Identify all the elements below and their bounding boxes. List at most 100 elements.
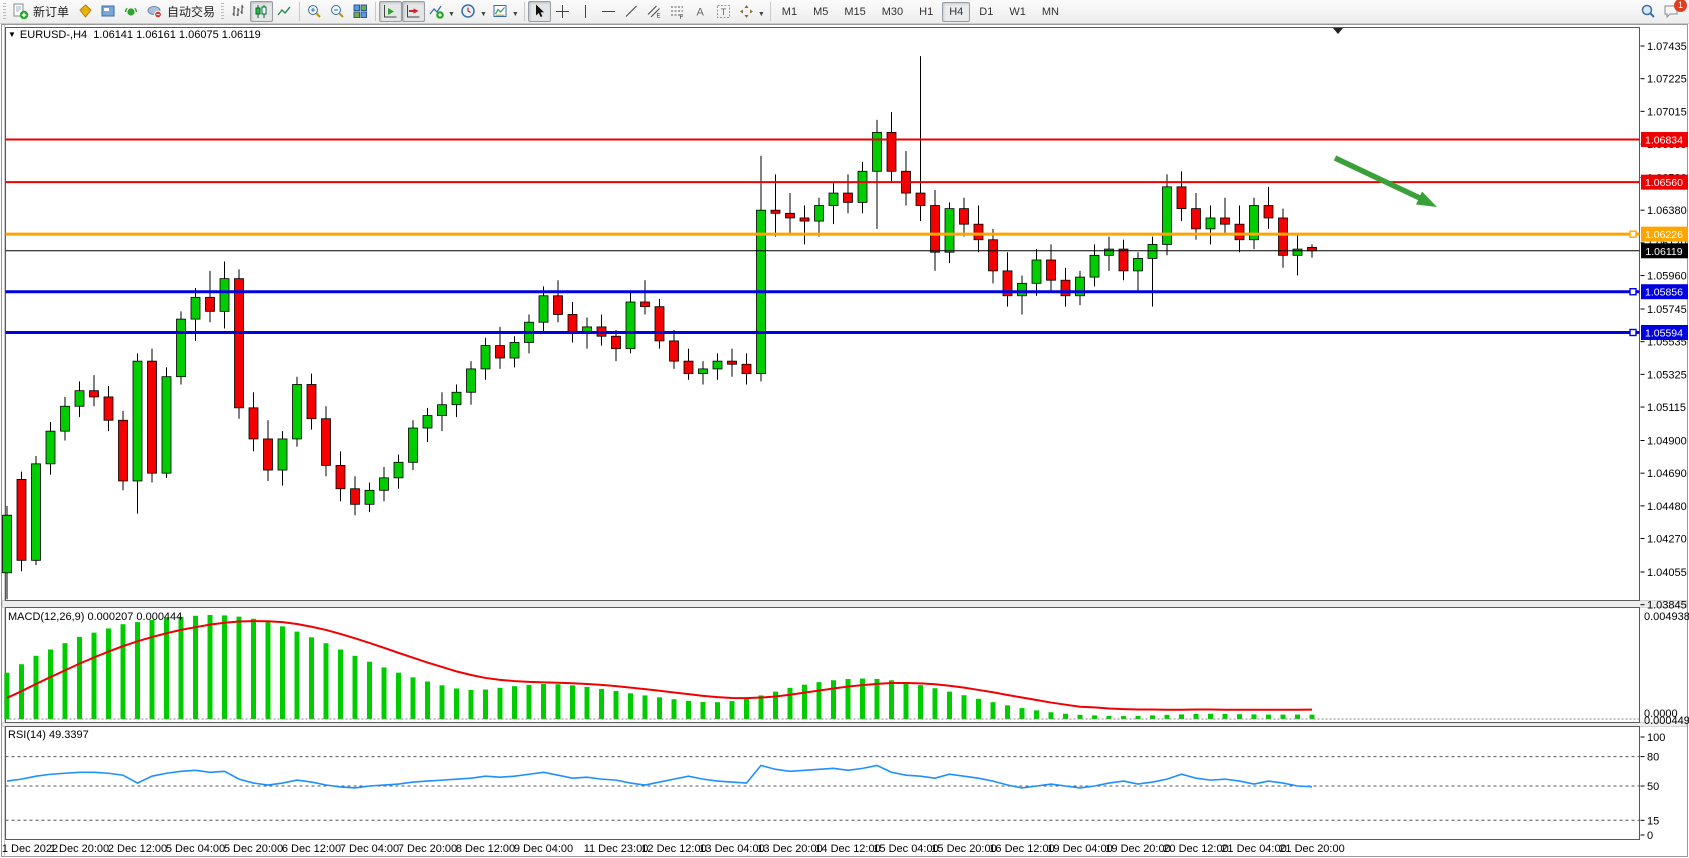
- toolbar-right: 1: [1637, 0, 1687, 22]
- horizontal-line-tool-button[interactable]: [597, 1, 620, 22]
- indicators-button[interactable]: [425, 1, 448, 22]
- svg-text:19 Dec 04:00: 19 Dec 04:00: [1047, 843, 1112, 855]
- timeframe-m30[interactable]: M30: [881, 5, 904, 18]
- timeframe-group: M1 M5 M15 M30 H1 H4 D1 W1 MN: [774, 1, 1067, 22]
- candlestick-icon: [255, 5, 267, 18]
- market-watch-button[interactable]: [74, 1, 97, 22]
- svg-text:1.04690: 1.04690: [1647, 468, 1687, 480]
- svg-text:T: T: [721, 7, 727, 17]
- bar-chart-icon: [232, 5, 244, 16]
- new-order-icon: [13, 3, 29, 20]
- templates-dropdown-icon[interactable]: ▼: [511, 11, 519, 18]
- price-plot-frame[interactable]: [5, 27, 1640, 601]
- zoom-in-button[interactable]: [303, 1, 326, 22]
- svg-text:1.04270: 1.04270: [1647, 534, 1687, 546]
- auto-scroll-button[interactable]: [379, 1, 403, 22]
- timeframe-h4[interactable]: H4: [942, 1, 971, 22]
- search-icon: [1641, 4, 1655, 18]
- arrows-tool-icon: [739, 5, 753, 18]
- auto-scroll-icon: [384, 5, 397, 18]
- trend-arrow[interactable]: [1333, 155, 1437, 207]
- candles-layer[interactable]: [2, 56, 1317, 600]
- timeframe-m5[interactable]: M5: [813, 5, 829, 18]
- svg-text:E: E: [656, 14, 660, 20]
- line-chart-button[interactable]: [273, 1, 296, 22]
- timeframe-mn[interactable]: MN: [1041, 5, 1059, 18]
- timeframe-m15[interactable]: M15: [844, 5, 866, 18]
- vertical-line-tool-button[interactable]: [574, 1, 597, 22]
- shift-marker-icon[interactable]: [1333, 28, 1343, 34]
- svg-text:1 Dec 20:00: 1 Dec 20:00: [50, 843, 109, 855]
- notifications-button[interactable]: 1: [1660, 0, 1687, 22]
- rsi-line: [6, 764, 1313, 789]
- svg-text:7 Dec 04:00: 7 Dec 04:00: [340, 843, 399, 855]
- svg-text:1.07225: 1.07225: [1647, 74, 1687, 86]
- svg-text:1.06380: 1.06380: [1647, 205, 1687, 217]
- hlines-layer[interactable]: 1.06834 1.06560 1.06226 1.06119 1.05856 1.055…: [5, 132, 1689, 340]
- svg-text:1.07015: 1.07015: [1647, 106, 1687, 118]
- autotrading-label[interactable]: 自动交易: [167, 5, 216, 19]
- zoom-out-button[interactable]: [326, 1, 349, 22]
- chart-ohlc-values: 1.06141 1.06161 1.06075 1.06119: [93, 29, 261, 41]
- toolbar-grip: [3, 3, 6, 20]
- periods-dropdown-icon[interactable]: ▼: [479, 11, 487, 18]
- rsi-label: RSI(14) 49.3397: [8, 729, 89, 741]
- svg-text:1.05856: 1.05856: [1645, 287, 1683, 299]
- channel-tool-button[interactable]: E: [643, 1, 666, 22]
- timeframe-m1[interactable]: M1: [781, 5, 798, 18]
- svg-text:A: A: [696, 7, 704, 19]
- horizontal-line-icon: [601, 11, 615, 12]
- tile-windows-button[interactable]: [349, 1, 372, 22]
- timeframe-h1[interactable]: H1: [919, 5, 934, 18]
- svg-text:9 Dec 04:00: 9 Dec 04:00: [514, 843, 573, 855]
- cursor-tool-button[interactable]: [527, 1, 551, 22]
- svg-text:0.000449: 0.000449: [1644, 715, 1689, 727]
- signals-button[interactable]: [120, 1, 143, 22]
- templates-button[interactable]: [489, 1, 512, 22]
- svg-text:1.05325: 1.05325: [1647, 369, 1687, 381]
- text-tool-button[interactable]: A: [689, 1, 712, 22]
- arrows-dropdown-icon[interactable]: ▼: [757, 11, 765, 18]
- chart-shift-icon: [407, 5, 420, 18]
- separator: [769, 2, 771, 21]
- group-grip: [221, 3, 225, 20]
- crosshair-tool-button[interactable]: [551, 1, 574, 22]
- line-chart-icon: [277, 6, 291, 16]
- macd-histogram: [4, 614, 1315, 719]
- candlestick-chart-button[interactable]: [250, 1, 274, 22]
- search-button[interactable]: [1637, 1, 1660, 22]
- macd-label: MACD(12,26,9) 0.000207 0.000444: [8, 611, 183, 623]
- navigator-button[interactable]: [97, 1, 120, 22]
- svg-text:16 Dec 12:00: 16 Dec 12:00: [989, 843, 1054, 855]
- new-order-label[interactable]: 新订单: [33, 5, 70, 19]
- svg-text:19 Dec 20:00: 19 Dec 20:00: [1105, 843, 1170, 855]
- svg-text:1.06226: 1.06226: [1645, 229, 1683, 241]
- svg-text:1.05594: 1.05594: [1645, 327, 1683, 339]
- svg-text:2 Dec 12:00: 2 Dec 12:00: [108, 843, 167, 855]
- bar-chart-button[interactable]: [227, 1, 250, 22]
- periods-button[interactable]: [457, 1, 480, 22]
- svg-text:21 Dec 20:00: 21 Dec 20:00: [1279, 843, 1344, 855]
- timeframe-d1[interactable]: D1: [979, 5, 994, 18]
- chart-shift-button[interactable]: [402, 1, 426, 22]
- crosshair-icon: [555, 5, 569, 18]
- svg-text:1.03845: 1.03845: [1647, 600, 1687, 612]
- macd-signal-line: [6, 620, 1313, 711]
- fibonacci-tool-button[interactable]: F: [666, 1, 689, 22]
- autotrading-button[interactable]: [143, 1, 166, 22]
- navigator-icon: [101, 5, 115, 17]
- new-order-button[interactable]: [9, 1, 32, 22]
- trendline-tool-button[interactable]: [620, 1, 643, 22]
- rsi-panel: 100 80 50 15 0: [5, 726, 1665, 842]
- indicators-dropdown-icon[interactable]: ▼: [448, 11, 455, 18]
- text-label-tool-button[interactable]: T: [712, 1, 735, 22]
- arrows-tool-button[interactable]: [735, 1, 758, 22]
- chart-dropdown-icon[interactable]: ▼: [8, 30, 16, 39]
- svg-text:1.04055: 1.04055: [1647, 567, 1687, 579]
- svg-text:1.05960: 1.05960: [1647, 271, 1687, 283]
- price-panel: [5, 27, 1640, 601]
- timeframe-w1[interactable]: W1: [1009, 5, 1026, 18]
- svg-text:8 Dec 12:00: 8 Dec 12:00: [456, 843, 515, 855]
